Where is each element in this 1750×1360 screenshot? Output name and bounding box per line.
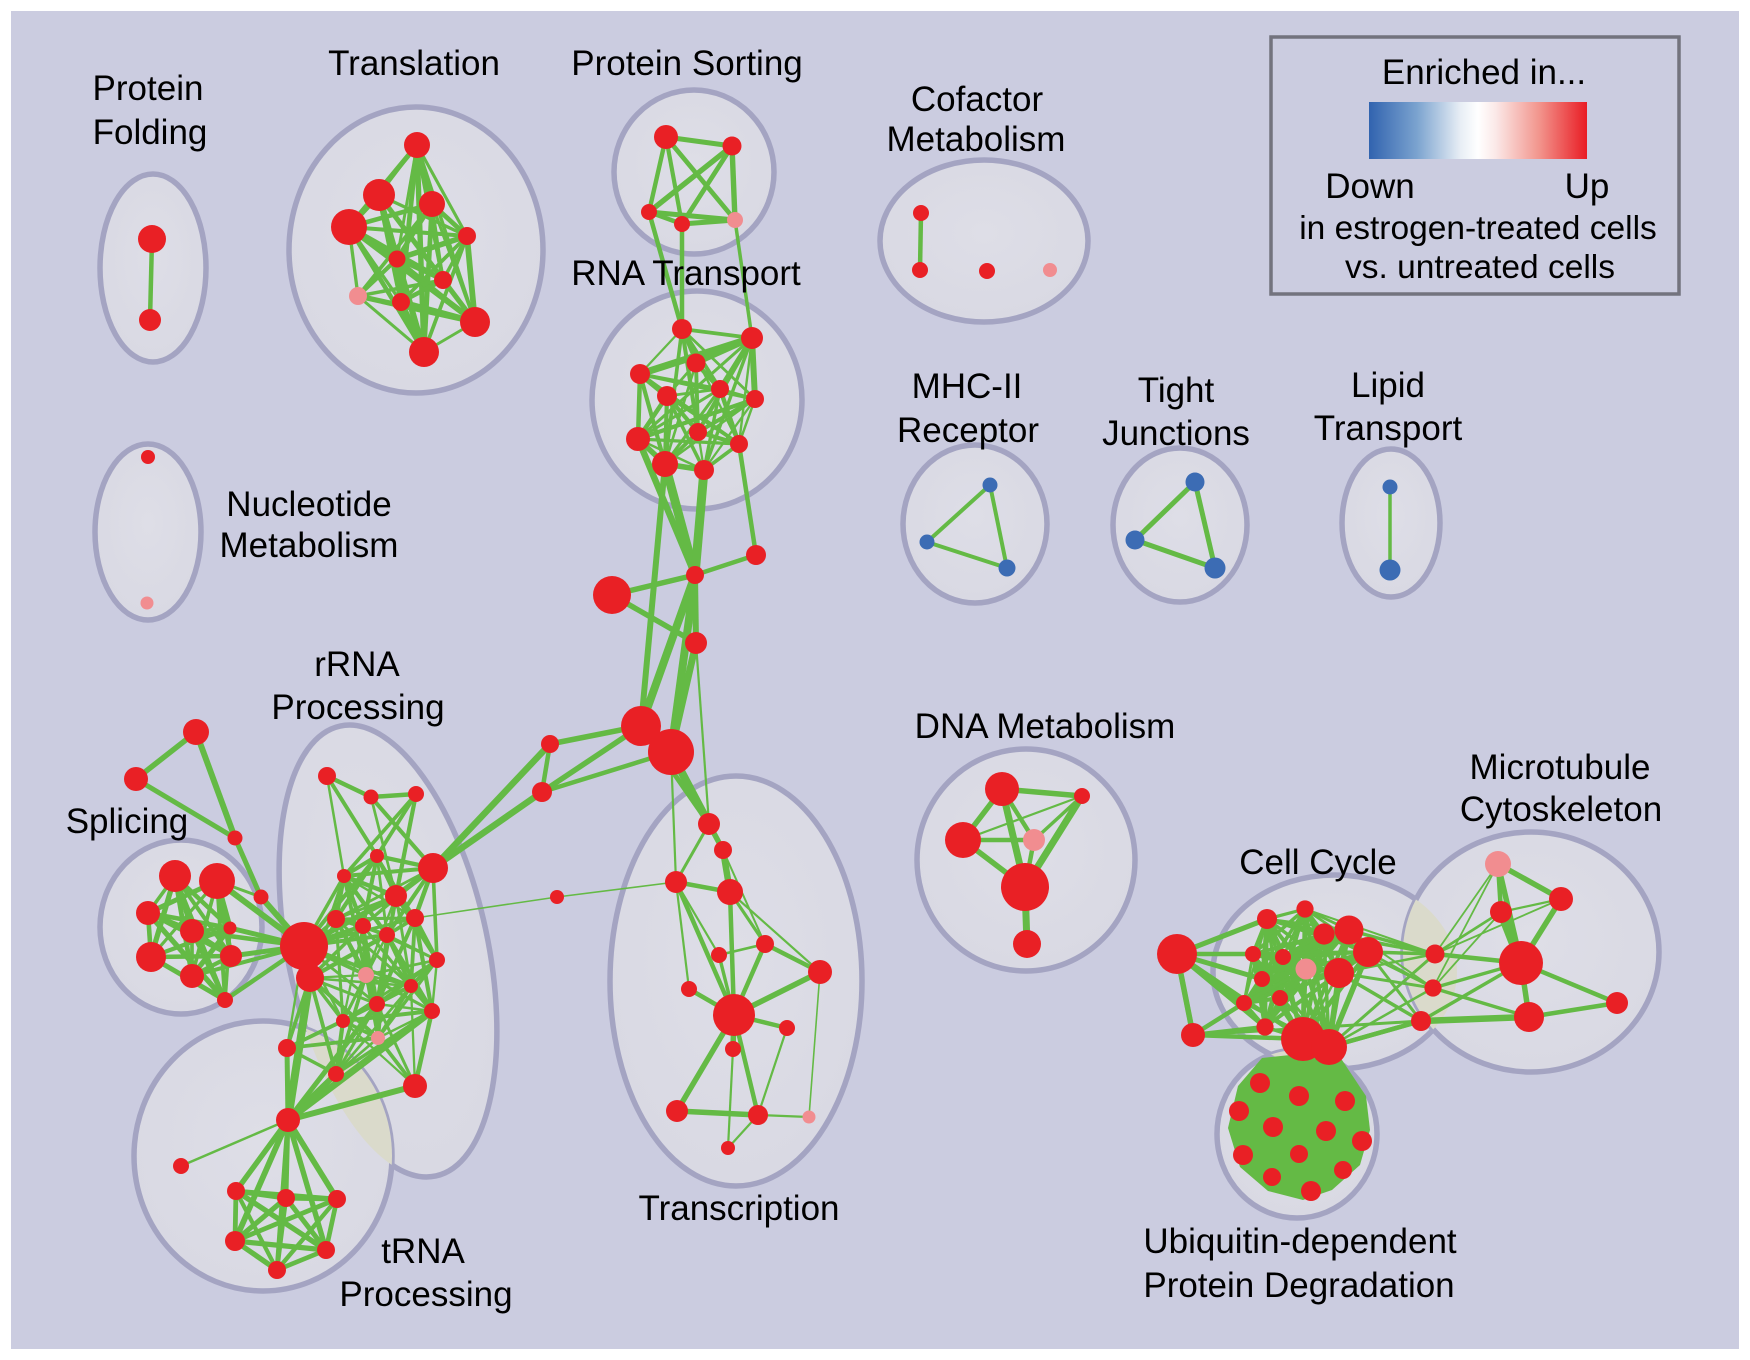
svg-text:Processing: Processing: [271, 688, 444, 727]
svg-text:DNA Metabolism: DNA Metabolism: [915, 707, 1176, 746]
svg-text:vs. untreated cells: vs. untreated cells: [1345, 249, 1615, 286]
svg-text:Microtubule: Microtubule: [1470, 748, 1651, 787]
svg-text:Tight: Tight: [1138, 371, 1215, 410]
svg-text:Protein: Protein: [93, 69, 204, 108]
svg-text:Protein Degradation: Protein Degradation: [1143, 1266, 1454, 1305]
svg-text:Metabolism: Metabolism: [220, 526, 399, 565]
svg-text:Folding: Folding: [93, 113, 208, 152]
svg-text:Lipid: Lipid: [1351, 366, 1425, 405]
svg-text:Junctions: Junctions: [1102, 414, 1250, 453]
svg-text:in estrogen-treated cells: in estrogen-treated cells: [1299, 210, 1657, 247]
svg-text:rRNA: rRNA: [314, 645, 400, 684]
svg-text:MHC-II: MHC-II: [912, 367, 1023, 406]
svg-text:Up: Up: [1565, 167, 1610, 206]
svg-text:tRNA: tRNA: [381, 1232, 465, 1271]
svg-text:Receptor: Receptor: [897, 411, 1039, 450]
svg-text:Enriched in...: Enriched in...: [1382, 53, 1586, 92]
svg-text:Metabolism: Metabolism: [887, 120, 1066, 159]
svg-text:RNA Transport: RNA Transport: [571, 254, 801, 293]
svg-text:Down: Down: [1325, 167, 1414, 206]
svg-text:Splicing: Splicing: [66, 802, 189, 841]
svg-text:Nucleotide: Nucleotide: [226, 485, 391, 524]
svg-text:Ubiquitin-dependent: Ubiquitin-dependent: [1143, 1222, 1457, 1261]
svg-text:Transcription: Transcription: [639, 1189, 840, 1228]
svg-text:Protein Sorting: Protein Sorting: [571, 44, 803, 83]
svg-text:Cytoskeleton: Cytoskeleton: [1460, 790, 1662, 829]
svg-text:Cofactor: Cofactor: [911, 80, 1044, 119]
svg-text:Transport: Transport: [1314, 409, 1463, 448]
svg-text:Cell Cycle: Cell Cycle: [1239, 843, 1397, 882]
svg-text:Translation: Translation: [328, 44, 500, 83]
svg-text:Processing: Processing: [339, 1275, 512, 1314]
